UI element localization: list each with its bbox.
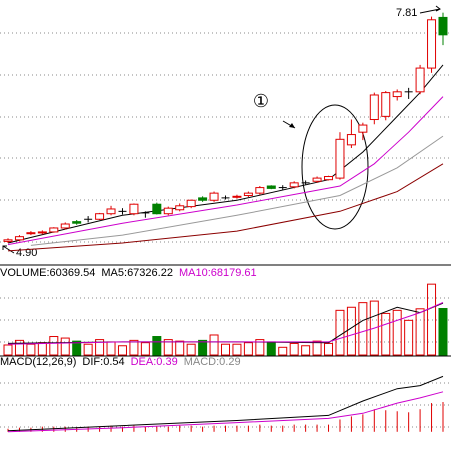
arrow (2, 245, 15, 254)
volume-bar (37, 342, 47, 356)
candle-body (26, 232, 36, 235)
candle-body (266, 185, 276, 189)
volume-bar (404, 319, 414, 356)
volume-bar (346, 306, 356, 356)
volume-bar (26, 343, 36, 356)
arrow-head (289, 123, 295, 128)
volume-bar (243, 342, 253, 356)
candle-body (346, 134, 356, 146)
candle-body (209, 192, 219, 201)
ma-line (7, 302, 444, 345)
volume-bar (221, 343, 230, 356)
legend-entry: DIF:0.54 (82, 356, 124, 368)
volume-bar (198, 339, 208, 356)
legend-entry: MA5:67326.22 (101, 267, 173, 279)
ma-line (30, 135, 444, 246)
candle-body (427, 19, 437, 69)
volume-bar (152, 336, 162, 356)
volume-bar (117, 345, 127, 356)
volume-bar (186, 343, 196, 356)
volume-bar (209, 334, 219, 356)
volume-bar (266, 341, 276, 356)
volume-bar (3, 344, 13, 356)
ma-line (7, 302, 444, 344)
candle-body (369, 94, 379, 121)
candle-body (106, 208, 116, 215)
volume-bar (49, 336, 59, 356)
legend-entry: MACD(12,26,9) (0, 356, 76, 368)
arrow (419, 5, 441, 14)
volume-bar (381, 312, 391, 356)
ma-line (7, 391, 444, 433)
volume-bar (14, 339, 24, 356)
volume-bar (60, 337, 70, 356)
volume-bar (335, 309, 345, 356)
volume-bar (129, 339, 139, 356)
volume-bar (255, 339, 265, 356)
candle-body (49, 227, 59, 233)
candle-body (152, 203, 162, 215)
volume-bar (312, 340, 322, 356)
legend-entry: DEA:0.39 (131, 356, 178, 368)
volume-bar (369, 300, 379, 356)
volume-bar (175, 340, 185, 356)
candle-body (37, 231, 47, 234)
candle-body (255, 187, 265, 194)
legend-entry: MACD:0.29 (184, 356, 241, 368)
legend-entry: MA10:68179.61 (179, 267, 257, 279)
candle-body (95, 213, 105, 220)
ma-line (7, 64, 444, 244)
volume-bar (95, 339, 105, 356)
candle-body (14, 236, 24, 241)
candle-body (232, 195, 242, 198)
candle-body (163, 207, 173, 215)
volume-bar (278, 346, 288, 356)
volume-bar (358, 302, 368, 356)
candle-body (358, 124, 368, 133)
grid (0, 32, 451, 428)
candle-body (72, 221, 82, 224)
candle-body (312, 177, 322, 182)
volume-bar (289, 342, 299, 356)
volume-bar (140, 342, 150, 356)
high-label: 7.81 (396, 7, 417, 19)
volume-bar (438, 308, 448, 356)
candle-body (129, 203, 139, 215)
volume-bar (392, 309, 402, 356)
ma-line (7, 96, 444, 246)
volume-bar (106, 341, 116, 356)
volume-bar (72, 340, 82, 356)
candle-body (438, 16, 448, 36)
candle-body (415, 67, 425, 93)
candle-body (175, 205, 185, 211)
ma-line (7, 163, 444, 252)
candle-body (3, 239, 13, 242)
candle-body (335, 138, 345, 179)
candle-body (60, 223, 70, 229)
volume-bar (83, 343, 93, 356)
volume-bar (163, 339, 173, 356)
ma-line (7, 375, 444, 432)
candle-body (289, 182, 299, 188)
candle-body (392, 91, 402, 98)
candle-body (381, 92, 391, 117)
volume-bar (301, 345, 311, 356)
circle-label: ① (253, 91, 269, 111)
candle-body (198, 197, 208, 201)
highlight-circle (301, 104, 369, 230)
candle-body (324, 176, 334, 181)
volume-bar (415, 308, 425, 356)
volume-bar (324, 342, 334, 356)
legend-entry: VOLUME:60369.54 (0, 267, 95, 279)
candle-body (186, 199, 196, 208)
volume-bar (427, 283, 437, 356)
candle-body (243, 192, 253, 197)
volume-bar (232, 343, 242, 356)
